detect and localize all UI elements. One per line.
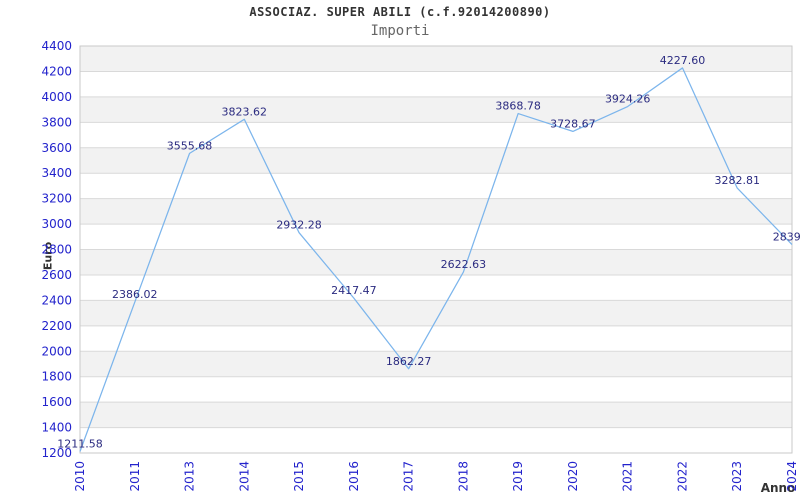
x-tick-label: 2011: [128, 461, 142, 492]
x-tick-label: 2021: [621, 461, 635, 492]
grid-band: [80, 46, 792, 72]
x-tick-label: 2010: [73, 461, 87, 492]
chart-title: ASSOCIAZ. SUPER ABILI (c.f.92014200890): [249, 5, 551, 19]
x-tick-label: 2017: [402, 461, 416, 492]
point-label: 1862.27: [386, 355, 432, 368]
data-line: [79, 67, 793, 452]
point-label: 2622.63: [441, 258, 487, 271]
y-tick-label: 3000: [41, 217, 72, 231]
y-tick-label: 2600: [41, 268, 72, 282]
y-tick-label: 2200: [41, 319, 72, 333]
grid-band: [80, 249, 792, 275]
point-label: 4227.60: [660, 54, 706, 67]
x-tick-label: 2019: [511, 461, 525, 492]
x-tick-label: 2016: [347, 461, 361, 492]
x-tick-label: 2015: [292, 461, 306, 492]
point-label: 2417.47: [331, 284, 377, 297]
point-label: 3823.62: [222, 105, 268, 118]
point-label: 1211.58: [57, 438, 103, 451]
y-tick-label: 3400: [41, 166, 72, 180]
y-tick-label: 1600: [41, 395, 72, 409]
point-label: 3868.78: [495, 100, 541, 113]
y-tick-label: 1200: [41, 446, 72, 460]
point-label: 2386.02: [112, 288, 158, 301]
y-tick-label: 3800: [41, 115, 72, 129]
grid-band: [80, 198, 792, 225]
grid-band: [80, 147, 792, 174]
point-label: 2932.28: [276, 219, 322, 232]
point-label: 3282.81: [714, 174, 760, 187]
plot-border: [79, 45, 793, 454]
y-tick-label: 1400: [41, 421, 72, 435]
y-tick-label: 4000: [41, 90, 72, 104]
grid-band: [80, 351, 792, 377]
x-axis-title: Anno: [760, 481, 796, 495]
point-label: 2839.0: [773, 231, 800, 244]
point-label: 3924.26: [605, 93, 651, 106]
point-label: 3728.67: [550, 117, 596, 130]
x-tick-label: 2013: [183, 461, 197, 492]
x-tick-label: 2023: [730, 461, 744, 492]
x-tick-label: 2018: [456, 461, 470, 492]
grid-band: [80, 96, 792, 123]
x-tick-label: 2024: [785, 461, 799, 492]
x-tick-label: 2014: [237, 461, 251, 492]
x-tick-label: 2022: [675, 461, 689, 492]
y-tick-label: 3200: [41, 192, 72, 206]
grid-band: [80, 402, 792, 428]
chart-subtitle: Importi: [370, 23, 430, 39]
grid-band: [80, 300, 792, 326]
y-tick-label: 4400: [41, 39, 72, 53]
y-tick-label: 1800: [41, 370, 72, 384]
y-tick-label: 2000: [41, 344, 72, 358]
y-tick-label: 4200: [41, 64, 72, 78]
x-tick-label: 2020: [566, 461, 580, 492]
y-tick-label: 2400: [41, 293, 72, 307]
y-tick-label: 3600: [41, 141, 72, 155]
point-label: 3555.68: [167, 139, 213, 152]
y-tick-label: 2800: [41, 243, 72, 257]
